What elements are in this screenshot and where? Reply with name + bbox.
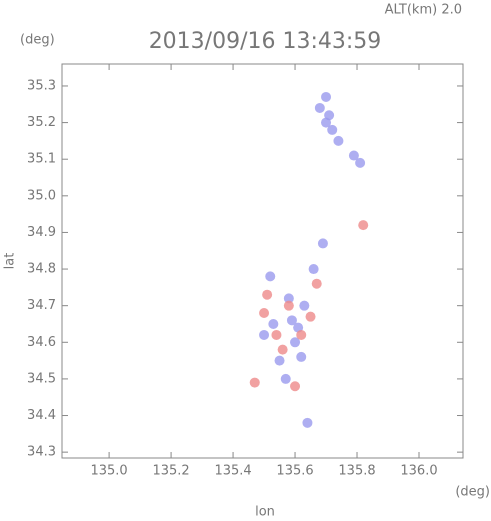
echo-point: [348, 150, 359, 161]
y-tick-label: 34.7: [27, 298, 56, 313]
echo-point: [317, 238, 328, 249]
y-tick-label: 34.9: [27, 225, 56, 240]
x-unit: (deg): [455, 485, 490, 500]
y-axis-label: lat: [3, 253, 18, 270]
y-tick-label: 35.3: [27, 78, 56, 93]
echo-point: [314, 102, 325, 113]
echo-point: [290, 337, 301, 348]
echo-point: [305, 311, 316, 322]
echo-point: [308, 264, 319, 275]
echo-point: [321, 91, 332, 102]
echo-point: [274, 355, 285, 366]
y-unit: (deg): [20, 33, 55, 48]
echo-point: [333, 135, 344, 146]
y-tick-label: 34.4: [27, 408, 56, 423]
echo-point: [265, 271, 276, 282]
x-tick-label: 135.6: [276, 464, 313, 479]
echo-point: [355, 157, 366, 168]
x-tick-label: 135.2: [152, 464, 189, 479]
y-tick-label: 34.3: [27, 445, 56, 460]
echo-point: [286, 315, 297, 326]
echo-point: [283, 293, 294, 304]
echo-point: [277, 344, 288, 355]
echo-point: [280, 373, 291, 384]
echo-point: [296, 329, 307, 340]
x-tick-label: 136.0: [400, 464, 437, 479]
echo-point: [290, 381, 301, 392]
echo-point: [271, 329, 282, 340]
echo-point: [299, 300, 310, 311]
x-axis-label: lon: [255, 505, 275, 520]
echo-point: [249, 377, 260, 388]
echo-point: [283, 300, 294, 311]
y-tick-label: 35.2: [27, 115, 56, 130]
y-tick-label: 34.5: [27, 371, 56, 386]
x-tick-label: 135.4: [214, 464, 251, 479]
y-tick-label: 34.6: [27, 335, 56, 350]
echo-point: [327, 124, 338, 135]
chart-title: 2013/09/16 13:43:59: [149, 29, 382, 54]
x-tick-label: 135.8: [338, 464, 375, 479]
echo-point: [311, 278, 322, 289]
echo-point: [321, 117, 332, 128]
echo-point: [358, 220, 369, 231]
echo-point: [262, 289, 273, 300]
y-tick-label: 35.1: [27, 152, 56, 167]
y-tick-label: 34.8: [27, 262, 56, 277]
echo-point: [259, 307, 270, 318]
x-tick-label: 135.0: [90, 464, 127, 479]
echo-point: [296, 351, 307, 362]
echo-point: [268, 318, 279, 329]
y-tick-label: 35.0: [27, 188, 56, 203]
plot-frame: [61, 63, 464, 459]
echo-point: [302, 417, 313, 428]
echo-point: [259, 329, 270, 340]
altitude-label: ALT(km) 2.0: [385, 3, 462, 18]
